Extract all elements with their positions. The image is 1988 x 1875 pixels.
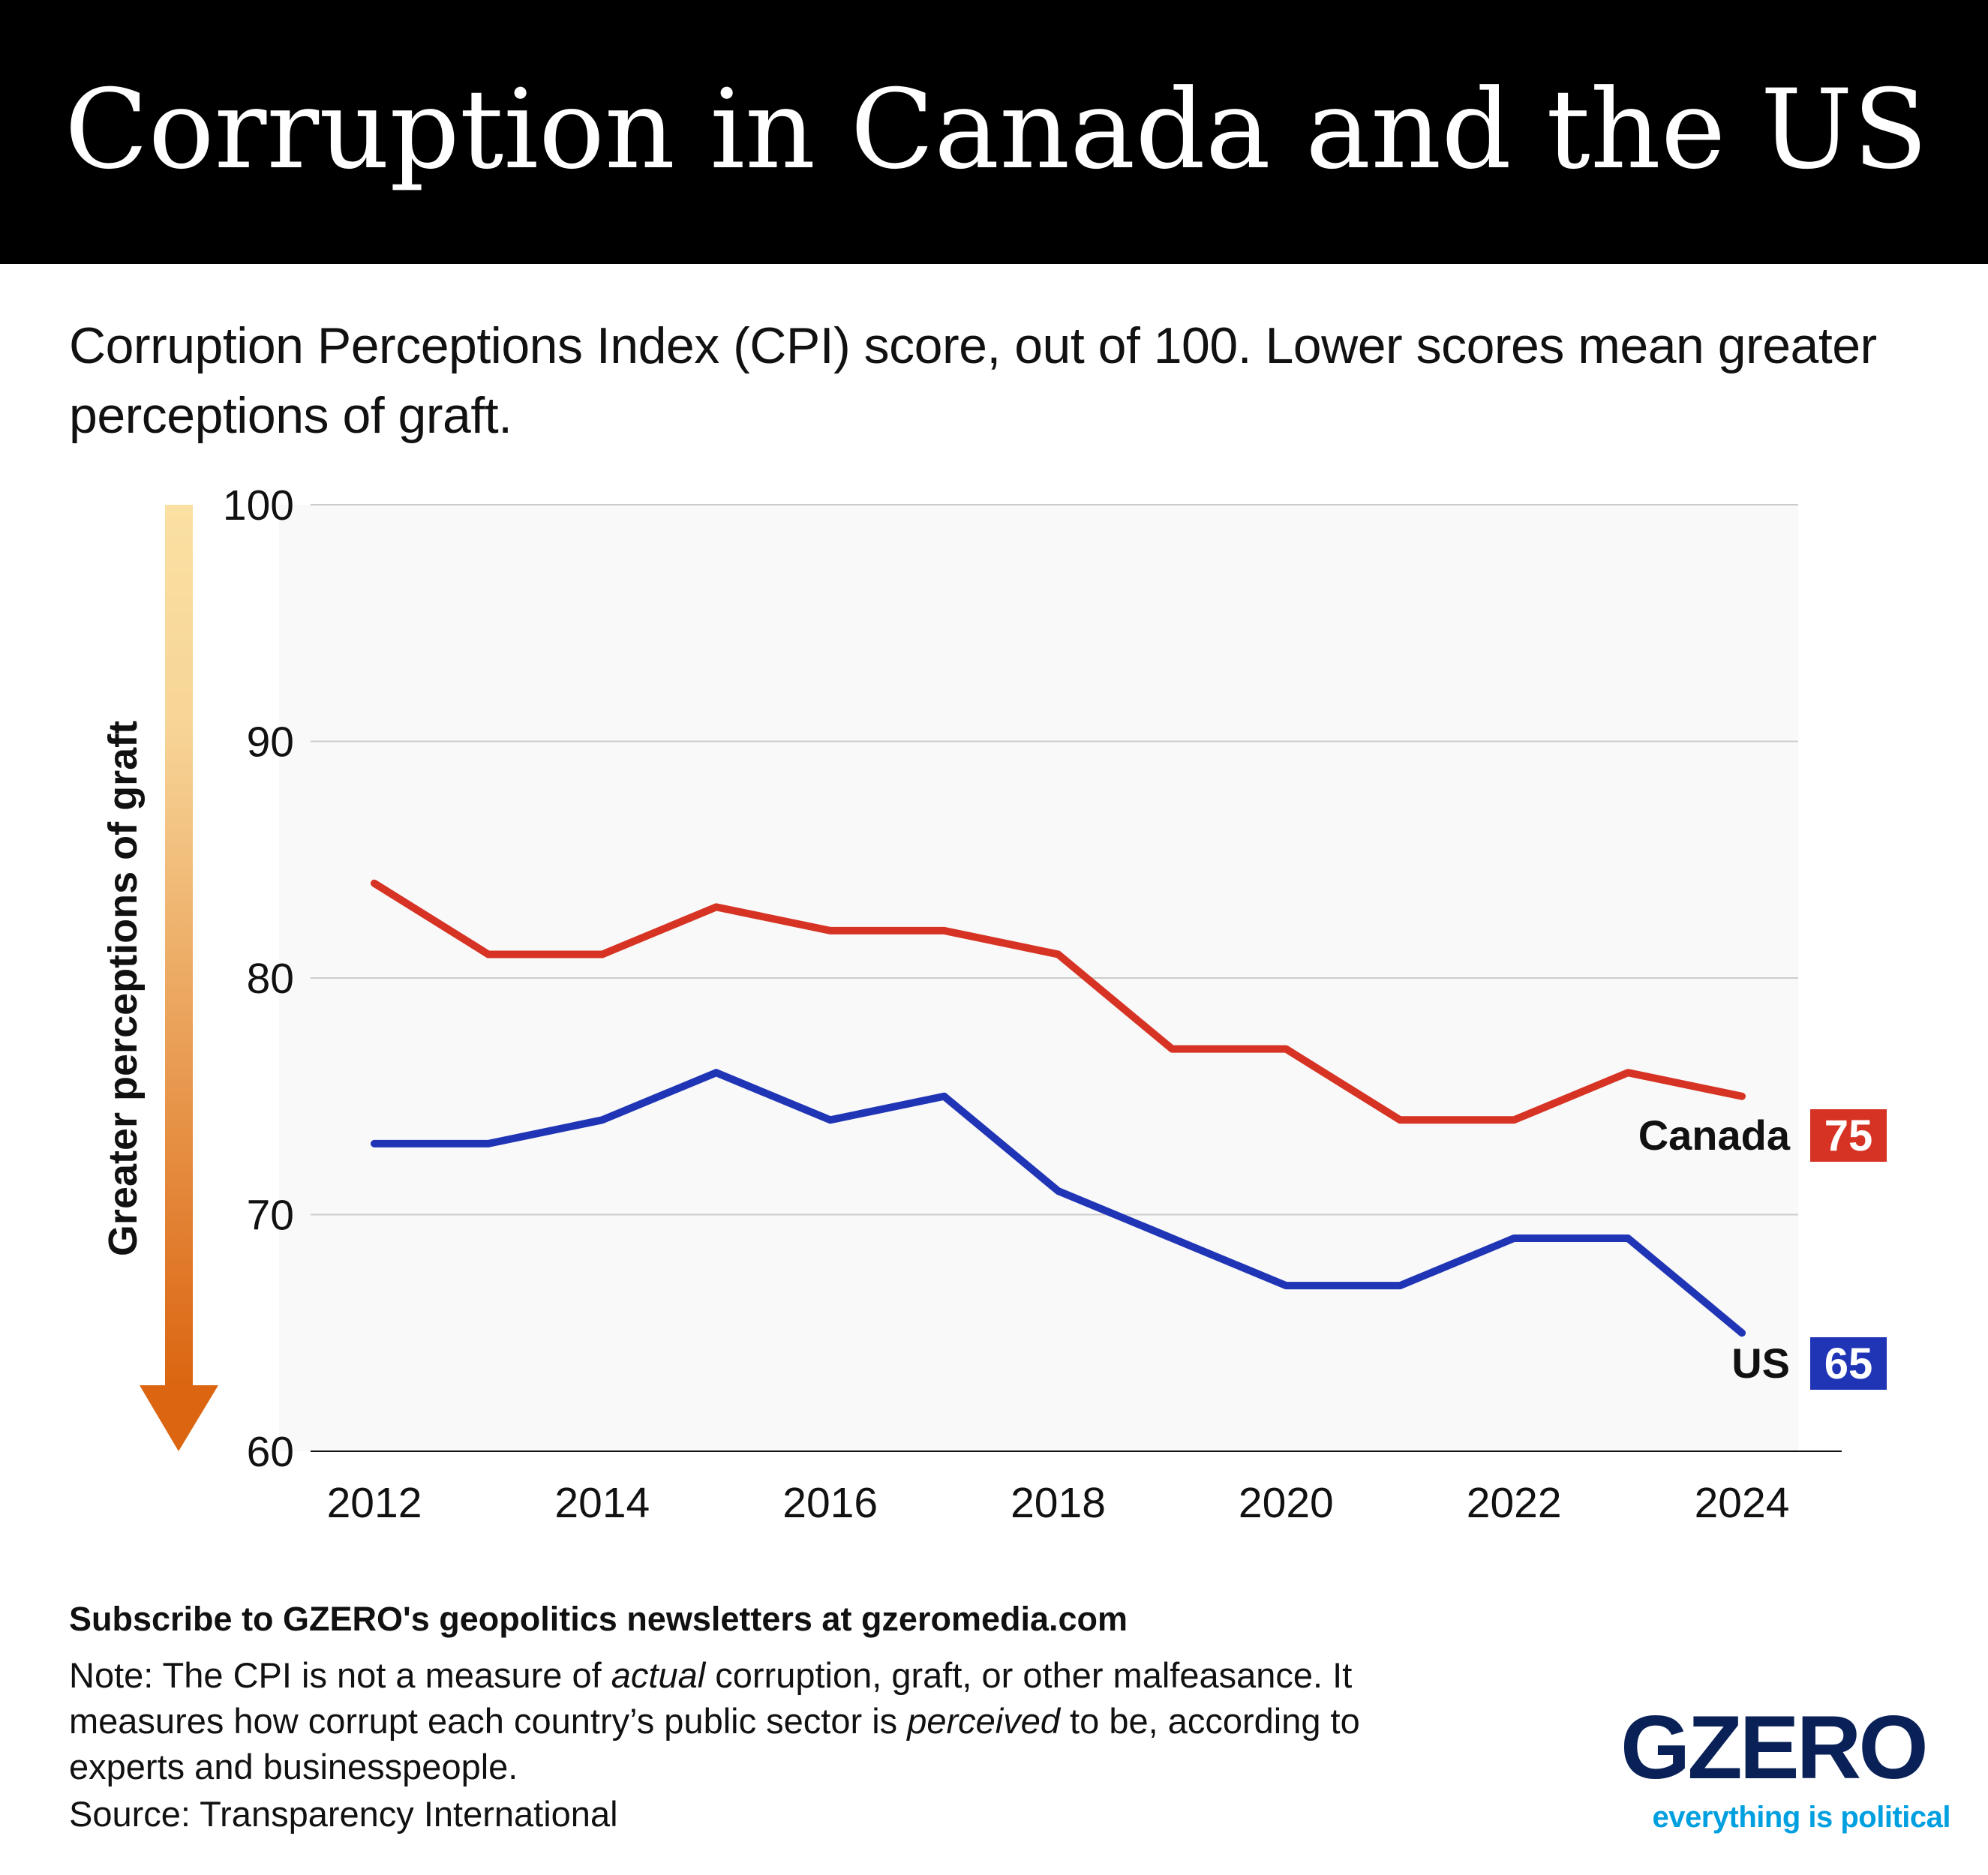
end-value-label: 65	[1824, 1340, 1873, 1388]
end-value-badge	[1810, 1337, 1887, 1390]
y-tick-label: 60	[247, 1428, 294, 1476]
x-tick-label: 2022	[1467, 1479, 1562, 1527]
end-value-label: 75	[1824, 1112, 1873, 1160]
gzero-logo: GZERO	[1620, 1697, 1929, 1798]
graft-arrow-shaft	[165, 505, 193, 1387]
graft-arrow-head	[140, 1385, 218, 1451]
series-label-us: US	[1731, 1340, 1790, 1387]
chart-subtitle: Corruption Perceptions Index (CPI) score…	[69, 317, 1877, 444]
note-text: corruption, graft, or other malfeasance.…	[705, 1655, 1353, 1695]
chart-title: Corruption in Canada and the US	[65, 66, 1928, 194]
x-tick-label: 2016	[782, 1479, 878, 1527]
note-line-2: measures how corrupt each country’s publ…	[69, 1701, 1360, 1742]
note-text: Note: The CPI is not a measure of	[69, 1655, 611, 1695]
y-axis-label: Greater perceptions of graft	[101, 721, 146, 1256]
series-label-canada: Canada	[1638, 1112, 1791, 1159]
gzero-tagline: everything is political	[1652, 1801, 1950, 1834]
note-line-3: experts and businesspeople.	[69, 1747, 518, 1786]
x-tick-label: 2020	[1239, 1479, 1334, 1527]
x-tick-label: 2018	[1011, 1479, 1106, 1527]
source-text: Source: Transparency International	[69, 1794, 618, 1834]
subscribe-text: Subscribe to GZERO's geopolitics newslet…	[69, 1600, 1128, 1638]
line-chart: Greater perceptions of graft 60 70 80 90 100…	[101, 482, 1887, 1527]
x-tick-label: 2012	[327, 1479, 422, 1527]
note-emphasis: perceived	[907, 1701, 1060, 1741]
note-line-1: Note: The CPI is not a measure of actual…	[69, 1655, 1352, 1696]
x-tick-label: 2014	[554, 1479, 650, 1527]
x-tick-label: 2024	[1695, 1479, 1790, 1527]
graft-arrow	[140, 505, 218, 1451]
note-emphasis: actual	[611, 1655, 706, 1695]
note-text: measures how corrupt each country’s publ…	[69, 1701, 908, 1741]
y-tick-label: 90	[247, 718, 294, 766]
note-text: to be, according to	[1060, 1701, 1360, 1741]
end-value-badge	[1810, 1109, 1887, 1162]
y-tick-label: 100	[223, 482, 294, 530]
y-tick-label: 80	[247, 955, 294, 1003]
title-banner: Corruption in Canada and the US	[0, 0, 1988, 264]
y-tick-label: 70	[247, 1192, 294, 1240]
